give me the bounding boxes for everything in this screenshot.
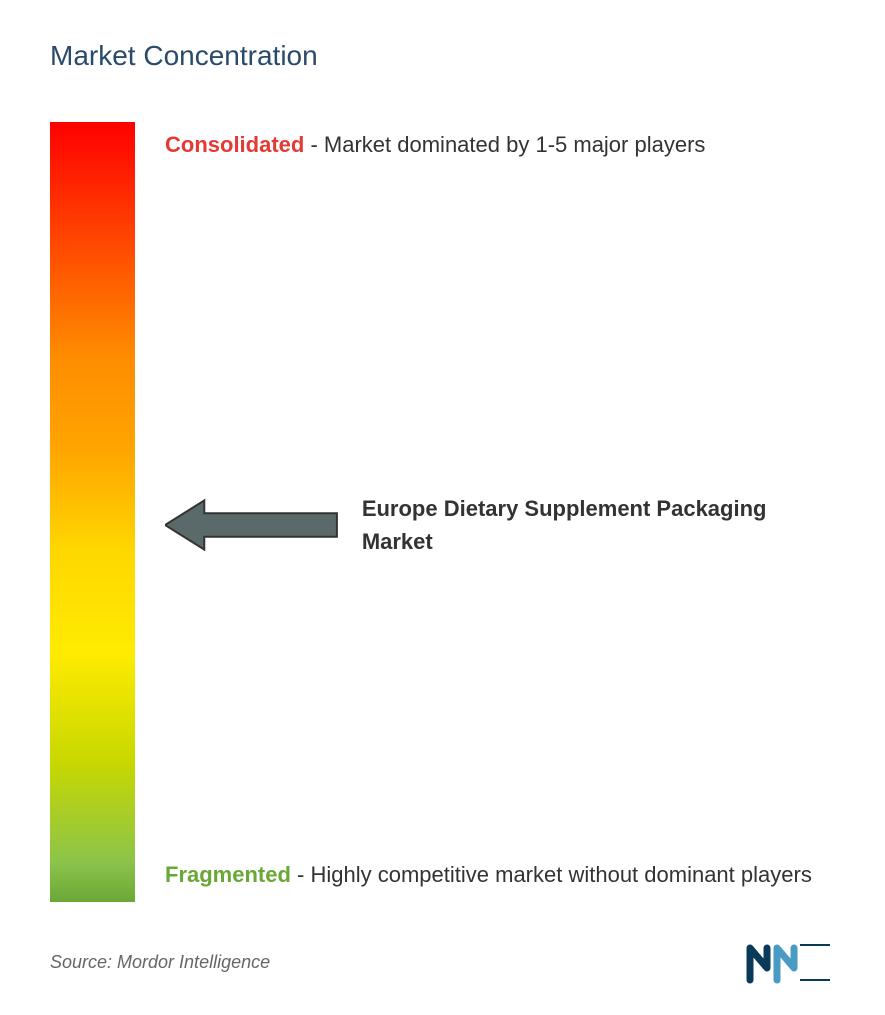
consolidated-word: Consolidated	[165, 132, 304, 157]
fragmented-text-line: Fragmented - Highly competitive market w…	[165, 857, 835, 892]
logo-icon	[745, 940, 835, 985]
consolidated-description: - Market dominated by 1-5 major players	[310, 132, 705, 157]
fragmented-word: Fragmented	[165, 862, 291, 887]
footer: Source: Mordor Intelligence	[50, 940, 835, 985]
source-attribution: Source: Mordor Intelligence	[50, 952, 270, 973]
arrow-icon	[165, 495, 342, 555]
page-title: Market Concentration	[50, 40, 835, 72]
fragmented-description: - Highly competitive market without domi…	[297, 862, 812, 887]
infographic-container: Market Concentration Consolidated - Mark…	[0, 0, 885, 1015]
concentration-gradient-bar	[50, 122, 135, 902]
market-name-label: Europe Dietary Supplement Packaging Mark…	[362, 492, 835, 558]
consolidated-text-line: Consolidated - Market dominated by 1-5 m…	[165, 127, 835, 162]
market-position-indicator: Europe Dietary Supplement Packaging Mark…	[165, 492, 835, 558]
labels-area: Consolidated - Market dominated by 1-5 m…	[135, 122, 835, 902]
content-area: Consolidated - Market dominated by 1-5 m…	[50, 122, 835, 902]
mordor-logo	[745, 940, 835, 985]
consolidated-label-area: Consolidated - Market dominated by 1-5 m…	[165, 127, 835, 162]
arrow-pointer	[165, 495, 342, 555]
fragmented-label-area: Fragmented - Highly competitive market w…	[165, 857, 835, 892]
